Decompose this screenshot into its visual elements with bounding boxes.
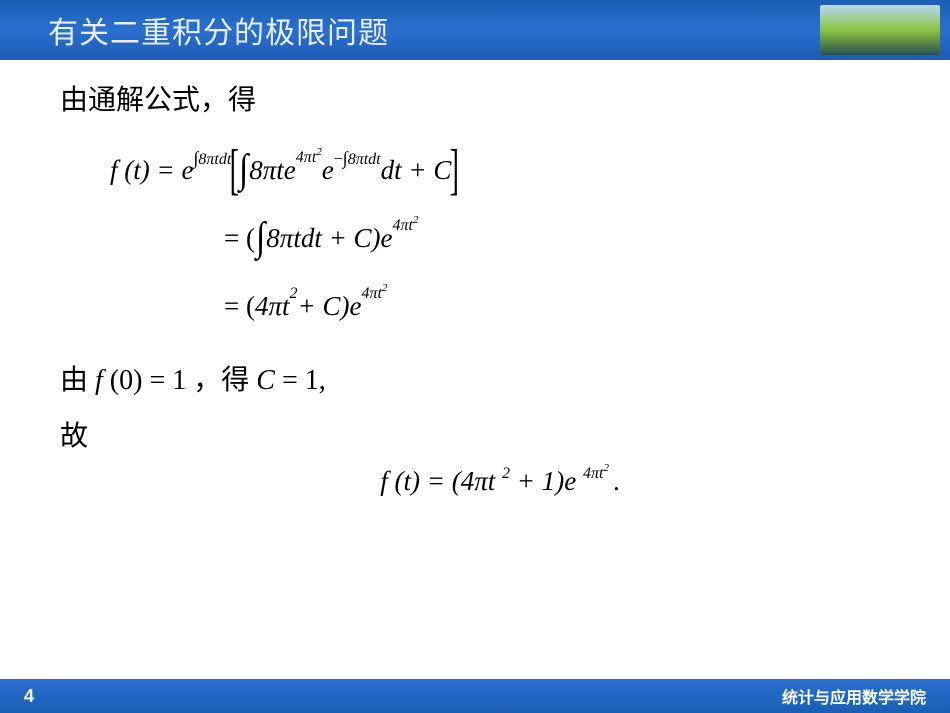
eq2-exp: 4πt2 <box>393 217 419 235</box>
final-mid: + 1)e <box>517 466 576 496</box>
cond-f0: (0) = 1 <box>110 365 186 396</box>
eq1-lhs: f (t) = e <box>110 155 193 186</box>
cond-comma: ，得 <box>193 365 256 396</box>
eq2-eq: = ( <box>224 223 255 254</box>
equation-2: = ( ∫ 8πtdt + C)e 4πt2 <box>224 204 890 272</box>
slide-header: 有关二重积分的极限问题 <box>0 0 950 60</box>
eq3-sq1: 2 <box>290 285 298 303</box>
eq1-exp3: −∫8πtdt <box>334 148 381 169</box>
cond-prefix: 由 <box>60 365 88 396</box>
equation-3: = (4πt 2 + C)e 4πt2 <box>224 272 890 340</box>
final-exp: 4πt2 <box>583 465 613 482</box>
final-dot: . <box>613 466 620 496</box>
therefore-text: 故 <box>60 414 890 454</box>
final-lhs: f (t) = (4πt <box>380 466 495 496</box>
eq2-body: 8πtdt + C)e <box>266 223 392 254</box>
slide-footer: 4 统计与应用数学学院 <box>0 679 950 713</box>
slide-title: 有关二重积分的极限问题 <box>48 8 389 52</box>
eq1-exp2: 4πt2 <box>296 149 322 167</box>
header-banner-image <box>820 5 940 55</box>
eq3-exp: 4πt2 <box>361 285 387 303</box>
final-equation: f (t) = (4πt 2 + 1)e 4πt2 . <box>110 466 890 497</box>
eq1-body2: e <box>322 155 334 186</box>
footer-institution: 统计与应用数学学院 <box>782 684 926 708</box>
eq3-eq: = ( <box>224 291 255 322</box>
eq1-body3: dt + C <box>381 155 452 186</box>
equation-block: f (t) = e ∫8πtdt [ ∫ 8πte 4πt2 e −∫8πtdt… <box>110 136 890 340</box>
intro-text: 由通解公式，得 <box>60 78 890 118</box>
cond-c1: = 1, <box>282 365 326 396</box>
cond-c: C <box>256 365 282 396</box>
eq1-body1: 8πte <box>249 155 296 186</box>
cond-f: f <box>95 365 110 396</box>
eq3-mid: + C)e <box>298 291 362 322</box>
equation-1: f (t) = e ∫8πtdt [ ∫ 8πte 4πt2 e −∫8πtdt… <box>110 136 890 204</box>
eq1-integral: ∫ <box>239 147 248 193</box>
slide-content: 由通解公式，得 f (t) = e ∫8πtdt [ ∫ 8πte 4πt2 e… <box>0 60 950 497</box>
eq1-lbracket: [ <box>230 138 239 202</box>
condition-line: 由 f (0) = 1 ，得 C = 1, <box>60 358 890 398</box>
eq1-exp1: ∫8πtdt <box>193 148 231 169</box>
eq1-rbracket: ] <box>450 138 459 202</box>
page-number: 4 <box>24 686 34 707</box>
eq2-integral: ∫ <box>256 215 265 261</box>
final-sq1: 2 <box>502 465 510 482</box>
